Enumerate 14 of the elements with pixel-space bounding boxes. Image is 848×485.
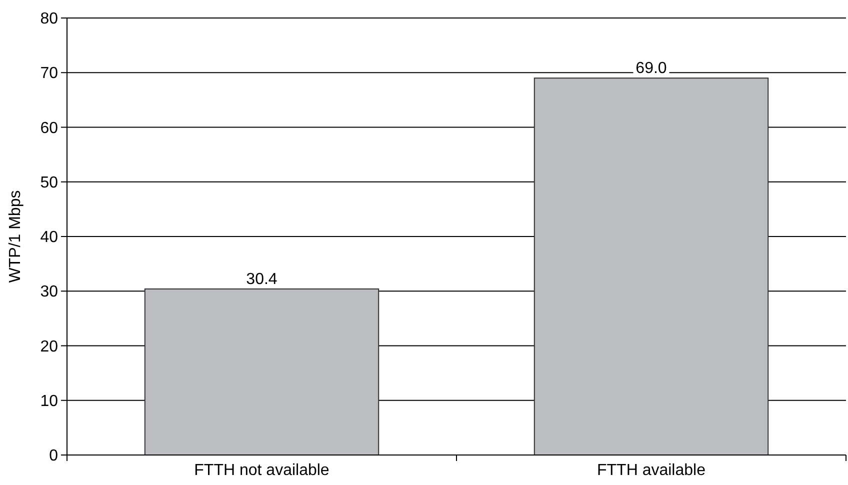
x-tick-label: FTTH available	[597, 462, 706, 479]
x-tick-label: FTTH not available	[194, 462, 330, 479]
data-label: 30.4	[246, 270, 278, 288]
y-tick-label: 40	[40, 229, 58, 246]
data-label: 69.0	[636, 60, 667, 78]
y-tick-label: 60	[40, 120, 58, 137]
y-tick-label: 70	[40, 65, 58, 82]
y-axis-title: WTP/1 Mbps	[7, 190, 24, 283]
y-tick-label: 10	[40, 392, 58, 410]
y-tick-label: 30	[40, 284, 58, 301]
y-tick-label: 20	[40, 338, 58, 356]
y-tick-label: 50	[40, 174, 58, 192]
y-tick-label: 0	[49, 448, 58, 465]
y-tick-label: 80	[40, 10, 58, 28]
